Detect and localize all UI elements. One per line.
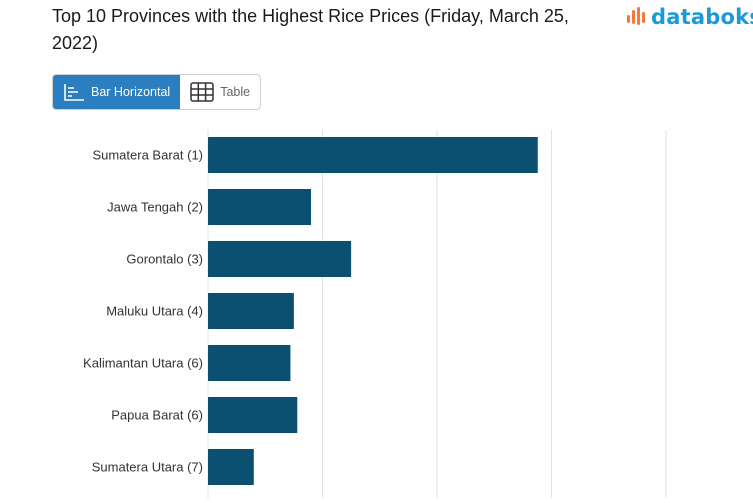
category-label: Maluku Utara (4) xyxy=(106,304,203,319)
brand-name: databoks xyxy=(651,5,753,29)
bar[interactable] xyxy=(208,293,294,329)
bar[interactable] xyxy=(208,397,298,433)
category-label: Sumatera Utara (7) xyxy=(92,460,203,475)
bar[interactable] xyxy=(208,189,312,225)
chart-area: Sumatera Barat (1) Jawa Tengah (2) Goronta… xyxy=(0,120,753,503)
logo-mark-bar xyxy=(642,12,645,23)
bar-horizontal-label: Bar Horizontal xyxy=(91,85,171,99)
databoks-logo-mark-icon xyxy=(627,7,645,25)
databoks-logo: databoks xyxy=(625,4,753,30)
view-toggle: Bar Horizontal Table xyxy=(52,74,262,110)
table-button[interactable]: Table xyxy=(180,75,260,109)
chart-title: Top 10 Provinces with the Highest Rice P… xyxy=(52,6,569,53)
table-icon xyxy=(190,82,214,102)
logo-mark-bar xyxy=(627,15,630,23)
logo-mark-bar xyxy=(637,7,640,25)
bar-chart: Sumatera Barat (1) Jawa Tengah (2) Goronta… xyxy=(83,130,667,498)
bar[interactable] xyxy=(208,345,291,381)
category-label: Kalimantan Utara (6) xyxy=(83,356,203,371)
category-label: Sumatera Barat (1) xyxy=(92,148,203,163)
category-label: Papua Barat (6) xyxy=(111,408,203,423)
category-label: Jawa Tengah (2) xyxy=(107,200,203,215)
bar[interactable] xyxy=(208,241,352,277)
bar[interactable] xyxy=(208,137,538,173)
bar-chart-icon xyxy=(64,84,84,101)
logo-mark-bar xyxy=(632,10,635,24)
bar[interactable] xyxy=(208,449,254,485)
table-label: Table xyxy=(220,85,251,99)
bar-horizontal-button[interactable]: Bar Horizontal xyxy=(53,75,181,109)
category-label: Gorontalo (3) xyxy=(126,252,203,267)
